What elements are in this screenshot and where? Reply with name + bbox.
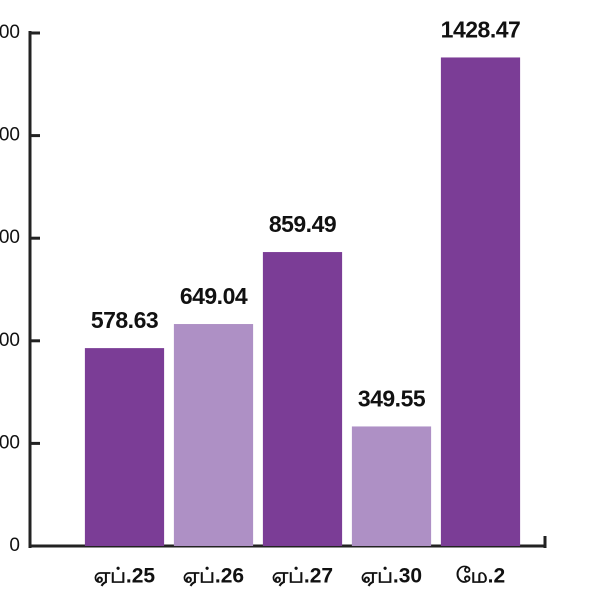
value-label: 859.49: [269, 211, 336, 237]
x-tick-label: மே.2: [456, 565, 505, 588]
y-tick-label: 900: [0, 227, 20, 248]
y-tick-label: 600: [0, 330, 20, 351]
y-tick-label: 1200: [0, 125, 20, 146]
bar: [440, 57, 521, 547]
x-tick-label: ஏப்.25: [94, 565, 155, 588]
value-label: 578.63: [91, 307, 158, 333]
y-tick-label: 1500: [0, 22, 20, 43]
bar: [84, 348, 165, 546]
bar: [351, 426, 432, 546]
value-label: 349.55: [358, 386, 426, 412]
x-tick-label: ஏப்.30: [361, 565, 422, 588]
bar: [173, 324, 254, 546]
bar: [262, 252, 343, 546]
value-label: 1428.47: [441, 17, 521, 43]
y-tick-label: 0: [9, 535, 20, 556]
y-tick-label: 300: [0, 432, 20, 453]
value-label: 649.04: [180, 283, 248, 309]
x-tick-label: ஏப்.27: [272, 565, 333, 588]
x-tick-label: ஏப்.26: [183, 565, 244, 588]
